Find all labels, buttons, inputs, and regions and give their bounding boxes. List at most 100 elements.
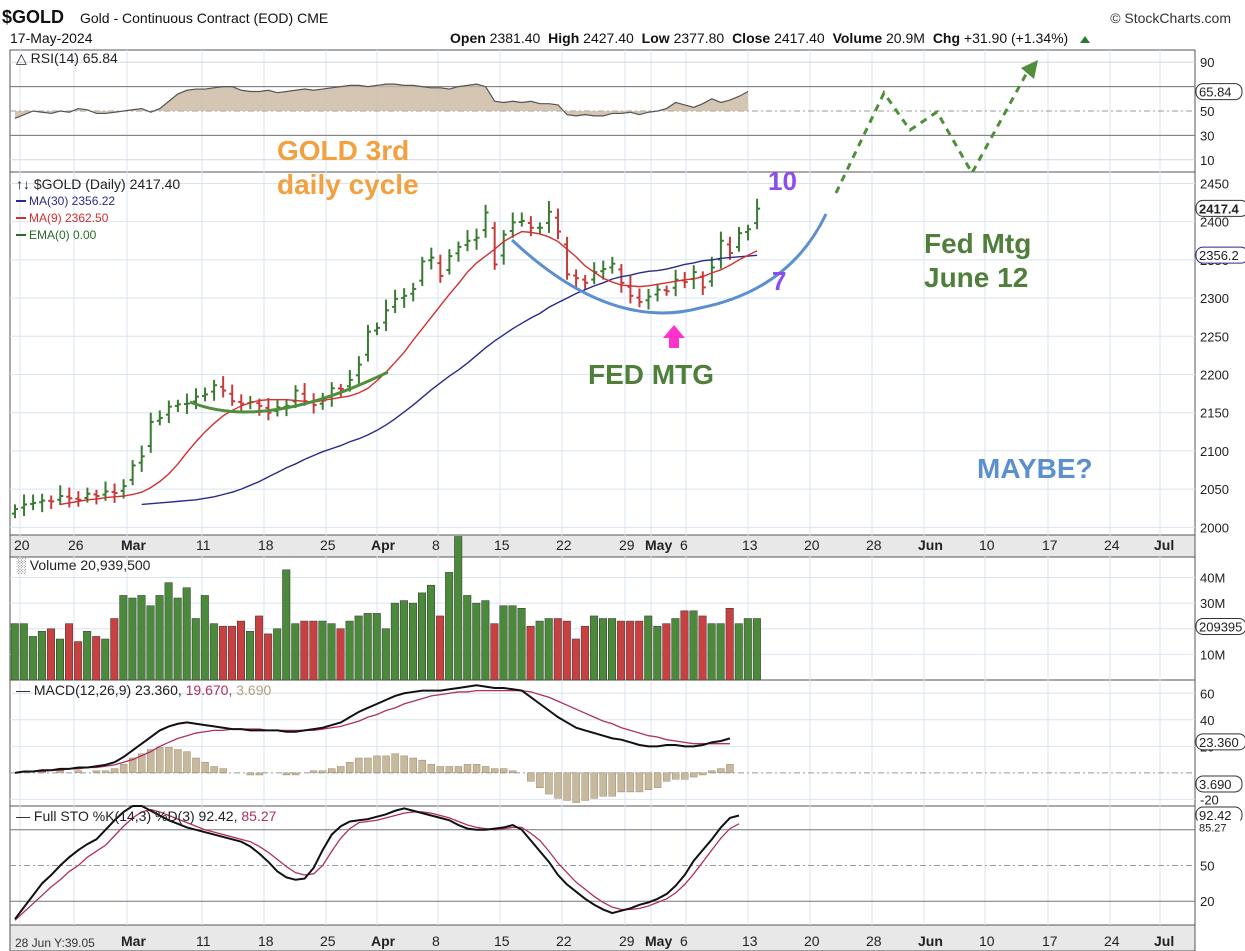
price-tick-label: 2150: [1200, 406, 1229, 421]
macd-hist-bar: [536, 772, 544, 788]
price-legend-entry: MA(9) 2362.50: [29, 211, 109, 225]
gold-cycle-line1: GOLD 3rd: [277, 135, 410, 166]
volume-bar: [56, 638, 64, 681]
fed-june-line1: Fed Mtg: [924, 228, 1032, 259]
macd-hist-bar: [708, 770, 716, 774]
macd-hist-bar: [635, 772, 644, 793]
bottom-date-tick-label: 25: [320, 933, 336, 949]
sto-tick-label: 50: [1200, 859, 1214, 874]
price-legend-entry: MA(30) 2356.22: [29, 194, 115, 208]
macd-hist-bar: [500, 768, 508, 774]
bottom-date-tick-label: 8: [432, 933, 440, 949]
macd-price-tag-text: 23.360: [1199, 735, 1239, 750]
volume-bar: [128, 597, 137, 681]
sto-d-line: [14, 808, 740, 921]
bottom-date-tick-label: 22: [556, 933, 572, 949]
macd-hist-bar: [717, 768, 725, 774]
volume-bar: [617, 620, 626, 681]
macd-tick-label: 40: [1200, 713, 1214, 728]
volume-bar: [725, 608, 734, 681]
macd-hist-bar: [219, 768, 227, 774]
macd-hist-bar: [581, 772, 589, 801]
price-tick-label: 2100: [1200, 444, 1229, 459]
count-10-annotation: 10: [768, 166, 797, 196]
price-panel: [9, 171, 1196, 536]
volume-bar: [608, 618, 617, 681]
date-tick-label: 26: [68, 537, 84, 553]
volume-bar: [173, 597, 182, 681]
date-tick-label: 18: [258, 537, 274, 553]
volume-bar: [571, 638, 580, 681]
bottom-date-tick-label: Jun: [918, 933, 943, 949]
volume-bar: [445, 572, 454, 681]
volume-bar: [227, 625, 236, 681]
volume-bar: [345, 620, 354, 681]
macd-hist-bar: [165, 747, 173, 774]
volume-bar: [291, 623, 300, 681]
low-label: Low: [641, 30, 670, 46]
open-label: Open: [450, 30, 486, 46]
volume-bar: [752, 618, 761, 681]
first-cycle-curve: [189, 370, 389, 414]
date-tick-label: 6: [680, 537, 688, 553]
date-tick-label: 13: [742, 537, 758, 553]
bottom-date-tick-label: 15: [494, 933, 510, 949]
rsi-price-tag-text: 65.84: [1199, 85, 1232, 100]
volume-bar: [255, 615, 264, 681]
date-tick-label: Apr: [371, 537, 396, 553]
volume-bars: [10, 536, 761, 681]
macd-hist-bar: [74, 770, 83, 774]
macd-hist-bar: [653, 772, 662, 788]
description-text: Gold - Continuous Contract (EOD): [80, 10, 294, 26]
symbol-description: Gold - Continuous Contract (EOD) CME: [80, 10, 328, 26]
ma30-line: [141, 254, 758, 506]
macd-hist-bar: [391, 753, 399, 774]
macd-hist-bar: [472, 764, 481, 774]
close-value: 2417.40: [774, 30, 825, 46]
volume-bar: [734, 623, 743, 681]
date-tick-label: 11: [196, 537, 211, 553]
volume-bar: [327, 623, 336, 681]
sto-k-line: [14, 805, 740, 920]
fed-june-annotation: Fed Mtg June 12: [924, 227, 1031, 294]
macd-hist-bar: [246, 772, 255, 776]
macd-hist-bar: [454, 766, 463, 774]
volume-bar: [671, 618, 680, 681]
macd-hist-bar: [201, 762, 209, 774]
ma9-line: [60, 230, 758, 506]
macd-hist-bar: [662, 772, 671, 782]
volume-price-tag: [1195, 617, 1245, 635]
volume-bar: [209, 623, 218, 681]
volume-bar: [716, 623, 725, 681]
sto-legend: — Full STO %K(14,3) %D(3) 92.42, 85.27: [16, 808, 277, 824]
macd-hist-bar: [699, 772, 707, 776]
volume-bar: [517, 608, 526, 681]
bottom-date-tick-label: Mar: [121, 933, 146, 949]
volume-bar: [246, 631, 255, 681]
macd-hist-bar: [309, 770, 318, 774]
macd-hist-bar: [319, 770, 327, 774]
macd-hist-bar: [110, 768, 119, 774]
volume-bar: [28, 636, 37, 681]
macd-hist-bar: [291, 772, 300, 776]
volume-bar: [237, 620, 245, 681]
bottom-date-axis-strip: [9, 924, 1196, 951]
volume-bar: [698, 615, 707, 681]
macd-line: [14, 684, 731, 774]
price-tick-label: 2250: [1200, 329, 1229, 344]
macd-hist-bar: [436, 766, 445, 774]
copyright-link[interactable]: © StockCharts.com: [1110, 10, 1231, 26]
rsi-tick-label: 10: [1200, 153, 1214, 168]
volume-price-tag-text: 209395: [1199, 619, 1242, 634]
volume-bar: [390, 602, 399, 681]
volume-bar: [499, 605, 508, 681]
projection-dashed-arrow: [834, 66, 1032, 194]
volume-bar: [282, 569, 291, 681]
date-tick-label: 17: [1042, 537, 1058, 553]
volume-bar: [146, 605, 155, 681]
date-tick-label: 29: [619, 537, 635, 553]
volume-bar: [354, 615, 363, 681]
close-price-tag-text: 2417.4: [1199, 201, 1240, 216]
macd-hist-bar: [644, 772, 653, 791]
